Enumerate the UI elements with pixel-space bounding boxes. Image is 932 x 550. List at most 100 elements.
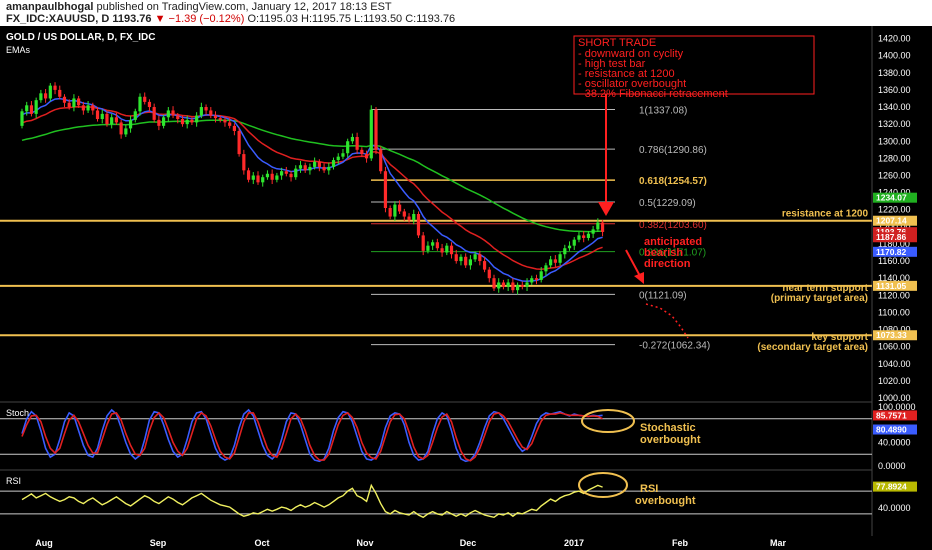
candle [402, 211, 406, 217]
candle [34, 100, 38, 114]
candle [176, 115, 180, 120]
candle [341, 153, 345, 157]
candle [379, 149, 383, 172]
candle [317, 161, 321, 167]
candle [308, 166, 312, 171]
candle [91, 105, 95, 111]
author-link[interactable]: amanpaulbhogal [6, 1, 94, 13]
rsi-annotation: RSI [640, 483, 658, 495]
month-tick-label: Feb [672, 538, 689, 548]
projection-note: direction [644, 258, 691, 270]
candle [549, 259, 553, 266]
candle [166, 110, 170, 118]
candle [218, 118, 222, 120]
candle [369, 109, 373, 159]
candle [44, 93, 48, 99]
candle [171, 110, 175, 116]
candle [530, 278, 534, 283]
candle [327, 166, 331, 171]
price-tick-label: 1120.00 [878, 290, 910, 300]
candle [482, 261, 487, 270]
fib-level-label: 1(1337.08) [639, 106, 687, 117]
candle [204, 107, 208, 111]
rsi-tick-label: 40.0000 [878, 503, 911, 513]
candle [29, 105, 34, 114]
price-tick-label: 1000.00 [878, 393, 911, 403]
price-tick-label: 1180.00 [878, 239, 910, 249]
arrow-down-icon [598, 202, 614, 216]
fib-level-label: 0.786(1290.86) [639, 145, 707, 156]
trade-note-line: - resistance at 1200 [578, 68, 675, 80]
candle [591, 229, 595, 234]
candle [190, 119, 194, 123]
ema-slow-line [21, 119, 603, 233]
price-tick-label: 1040.00 [878, 359, 911, 369]
price-tag [873, 232, 917, 243]
publish-info: published on TradingView.com, January 12… [96, 1, 392, 13]
candle [492, 278, 496, 289]
rsi-value: 77.8924 [876, 482, 907, 492]
chart-canvas[interactable]: 1(1337.08) 0.786(1290.86) 0.618(1254.57) 0.… [0, 26, 932, 550]
price-tag [873, 246, 917, 257]
candle [138, 96, 142, 112]
ema-fast-line [21, 97, 603, 283]
rsi-title: RSI [6, 476, 21, 486]
candle [265, 173, 270, 178]
candle [563, 248, 567, 255]
stoch-title: Stoch [6, 408, 29, 418]
candle [336, 156, 340, 161]
candle [298, 165, 303, 169]
trade-note-line: - oscillator overbought [578, 78, 686, 90]
candle [110, 117, 114, 125]
candle [195, 115, 199, 123]
projection-arrow-icon [634, 272, 644, 284]
candle [355, 136, 359, 150]
price-change: −1.39 (−0.12%) [168, 13, 245, 25]
month-tick-label: 2017 [564, 538, 584, 548]
candle [374, 109, 378, 150]
candle [449, 245, 454, 255]
price-tag-label: 1131.05 [876, 281, 907, 291]
candle [246, 170, 251, 180]
stoch-tick-label: 40.0000 [878, 437, 911, 447]
stoch-overbought-circle [581, 409, 635, 433]
candle [558, 254, 562, 263]
candle [478, 254, 482, 262]
trade-note-line: - downward on cyclity [578, 48, 684, 60]
candle [464, 256, 468, 266]
trade-note-box [573, 35, 815, 95]
stoch-k-value: 85.7571 [876, 410, 907, 420]
chart-title: GOLD / US DOLLAR, D, FX_IDC [6, 32, 155, 43]
last-price: 1193.76 [112, 13, 152, 25]
candle [534, 278, 539, 280]
candle [360, 149, 364, 155]
stoch-annotation: Stochastic [640, 422, 696, 434]
price-tick-label: 1160.00 [878, 256, 910, 266]
candle [577, 235, 581, 240]
price-tag-label: 1187.86 [876, 232, 907, 242]
stoch-d-value: 80.4890 [876, 425, 907, 435]
price-tick-label: 1060.00 [878, 342, 911, 352]
candle [261, 177, 265, 183]
candle [520, 285, 524, 287]
candle [468, 259, 472, 266]
rsi-tag [873, 481, 917, 492]
fib-level-label: 0.382(1203.60) [639, 220, 707, 231]
candle [567, 245, 572, 249]
trade-note-title: SHORT TRADE [578, 37, 656, 49]
stoch-tick-label: 0.0000 [878, 461, 906, 471]
rsi-annotation: overbought [635, 495, 696, 507]
candle [346, 141, 350, 154]
candle [39, 93, 43, 101]
fib-level-label: 0.236(1171.07) [639, 248, 706, 259]
candle [72, 98, 76, 108]
price-tag [873, 227, 917, 238]
candle [303, 165, 307, 171]
candle [213, 115, 218, 119]
down-arrow-icon: ▼ [154, 13, 166, 25]
price-tick-label: 1260.00 [878, 170, 911, 180]
fib-level-label: 0(1121.09) [639, 290, 687, 301]
month-tick-label: Mar [770, 538, 787, 548]
price-tick-label: 1140.00 [878, 273, 910, 283]
candle [119, 122, 123, 135]
